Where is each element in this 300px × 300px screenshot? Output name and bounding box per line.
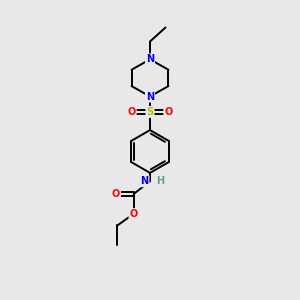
Text: O: O [112, 189, 120, 199]
Text: O: O [164, 107, 172, 117]
Text: S: S [146, 107, 154, 117]
Text: N: N [146, 92, 154, 101]
Text: N: N [140, 176, 148, 186]
Text: H: H [157, 176, 165, 186]
Text: N: N [146, 54, 154, 64]
Text: O: O [130, 209, 138, 219]
Text: O: O [128, 107, 136, 117]
